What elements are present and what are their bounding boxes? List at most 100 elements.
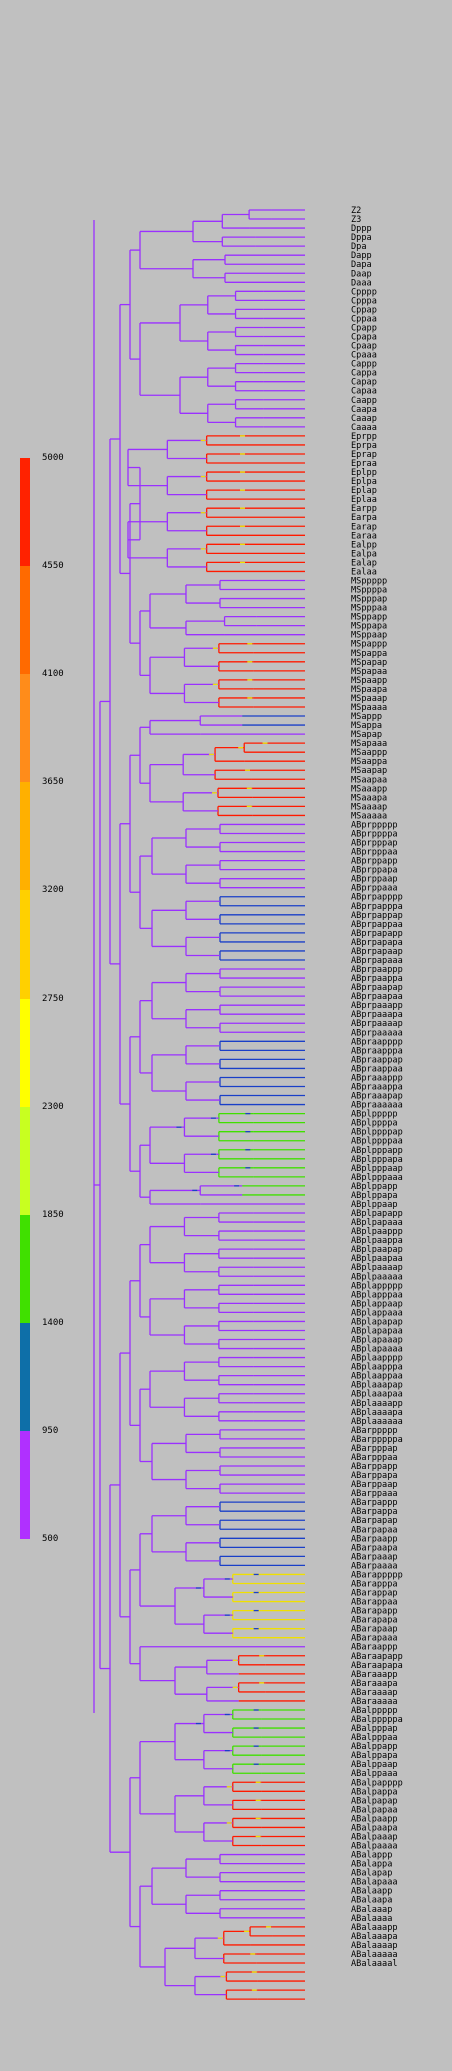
leaf-label: Dppa bbox=[351, 233, 372, 243]
color-scale-segment bbox=[20, 1106, 30, 1216]
leaf-label: ABprpaaapp bbox=[351, 1001, 403, 1011]
leaf-label: Daap bbox=[351, 269, 372, 279]
leaf-label: ABalaaaa bbox=[351, 1914, 392, 1924]
leaf-label: ABpraaappp bbox=[351, 1073, 403, 1083]
leaf-label: Earaa bbox=[351, 531, 377, 541]
leaf-label: Ealpa bbox=[351, 549, 377, 559]
leaf-label: Earpa bbox=[351, 513, 377, 523]
leaf-label: ABalappp bbox=[351, 1851, 392, 1861]
leaf-label: ABarappap bbox=[351, 1589, 398, 1599]
leaf-label: MSapaaa bbox=[351, 739, 387, 749]
leaf-label: ABplaaapap bbox=[351, 1381, 403, 1391]
leaf-label: ABalaapa bbox=[351, 1896, 392, 1906]
leaf-label: MSpappp bbox=[351, 640, 387, 650]
color-scale-segment bbox=[20, 674, 30, 783]
leaf-label: MSaaaaa bbox=[351, 811, 387, 821]
leaf-label: ABprppaaa bbox=[351, 884, 398, 894]
color-scale-tick-label: 3200 bbox=[42, 885, 64, 896]
leaf-label: ABarappppp bbox=[351, 1570, 403, 1580]
leaf-label: ABplapapap bbox=[351, 1317, 403, 1327]
leaf-label: Eplap bbox=[351, 486, 377, 496]
leaf-label: MSaaaap bbox=[351, 802, 387, 812]
leaf-label: ABpraaappa bbox=[351, 1083, 403, 1093]
leaf-label: ABplaapppp bbox=[351, 1354, 403, 1364]
leaf-label: ABprpapapp bbox=[351, 929, 403, 939]
leaf-label: Ealpp bbox=[351, 540, 377, 550]
leaf-label: ABalppppp bbox=[351, 1706, 398, 1716]
leaf-label: ABarapaaa bbox=[351, 1634, 398, 1644]
leaf-label: ABplpppapa bbox=[351, 1155, 403, 1165]
leaf-label: Dppp bbox=[351, 224, 372, 234]
color-scale-tick-label: 1850 bbox=[42, 1209, 64, 1220]
leaf-label: Caaaa bbox=[351, 423, 377, 433]
leaf-label: ABalaaapa bbox=[351, 1932, 398, 1942]
leaf-label: ABalappa bbox=[351, 1860, 392, 1870]
leaf-label: MSpaapa bbox=[351, 685, 387, 695]
leaf-label: ABarppaap bbox=[351, 1480, 398, 1490]
leaf-label: Earap bbox=[351, 522, 377, 532]
leaf-label: Cpppp bbox=[351, 287, 377, 297]
leaf-label: ABarpaaaa bbox=[351, 1561, 398, 1571]
leaf-label: ABplpaapaa bbox=[351, 1254, 403, 1264]
leaf-label: ABprpapppa bbox=[351, 902, 403, 912]
leaf-label: ABalpapap bbox=[351, 1796, 398, 1806]
leaf-label: Dapp bbox=[351, 251, 372, 261]
leaf-label: ABaraaaap bbox=[351, 1688, 398, 1698]
leaf-label: Cppaa bbox=[351, 314, 377, 324]
leaf-label: Dpa bbox=[351, 242, 367, 252]
leaf-label: ABarppppp bbox=[351, 1426, 398, 1436]
leaf-label: ABprpppap bbox=[351, 839, 398, 849]
leaf-label: ABarppapa bbox=[351, 1471, 398, 1481]
leaf-label: ABplapppaa bbox=[351, 1290, 403, 1300]
leaf-label: ABplpaappp bbox=[351, 1227, 403, 1237]
leaf-label: ABplppapa bbox=[351, 1191, 398, 1201]
leaf-label: ABalpppap bbox=[351, 1724, 398, 1734]
leaf-label: Epraa bbox=[351, 459, 377, 469]
leaf-label: ABalppapa bbox=[351, 1751, 398, 1761]
leaf-label: ABarappaa bbox=[351, 1598, 398, 1608]
color-scale-segment bbox=[20, 458, 30, 567]
leaf-label: MSpapaa bbox=[351, 667, 387, 677]
color-scale-tick-label: 2750 bbox=[42, 993, 64, 1004]
leaf-label: Cppap bbox=[351, 305, 377, 315]
leaf-label: ABalpapppp bbox=[351, 1778, 403, 1788]
leaf-label: ABpraaaaaa bbox=[351, 1101, 403, 1111]
leaf-label: ABalpaaaa bbox=[351, 1842, 398, 1852]
color-scale-tick-label: 950 bbox=[42, 1425, 59, 1436]
leaf-label: ABprpaappa bbox=[351, 974, 403, 984]
leaf-label: Caaap bbox=[351, 414, 377, 424]
leaf-label: ABalpaaap bbox=[351, 1832, 398, 1842]
leaf-label: ABalapaaa bbox=[351, 1878, 398, 1888]
leaf-label: ABalaapp bbox=[351, 1887, 392, 1897]
leaf-label: MSaaapa bbox=[351, 793, 387, 803]
leaf-label: ABplpppaaa bbox=[351, 1173, 403, 1183]
leaf-label: ABplpppaap bbox=[351, 1164, 403, 1174]
leaf-label: ABplapaaaa bbox=[351, 1345, 403, 1355]
leaf-label: MSpapap bbox=[351, 658, 387, 668]
leaf-label: ABalppaaa bbox=[351, 1769, 398, 1779]
leaf-label: MSpappa bbox=[351, 649, 387, 659]
leaf-label: Cappa bbox=[351, 369, 377, 379]
leaf-label: Earpp bbox=[351, 504, 377, 514]
leaf-label: Z2 bbox=[351, 206, 361, 216]
leaf-label: ABalaaapp bbox=[351, 1923, 398, 1933]
leaf-label: ABprppapp bbox=[351, 857, 398, 867]
leaf-label: ABpraaapap bbox=[351, 1092, 403, 1102]
leaf-label: Dapa bbox=[351, 260, 372, 270]
leaf-label: ABpraappap bbox=[351, 1055, 403, 1065]
leaf-label: ABarpappa bbox=[351, 1507, 398, 1517]
leaf-label: ABaraaapp bbox=[351, 1670, 398, 1680]
leaf-label: ABpraapppa bbox=[351, 1046, 403, 1056]
color-scale-segment bbox=[20, 782, 30, 891]
leaf-label: ABplpaaaaa bbox=[351, 1272, 403, 1282]
leaf-label: ABplapaaap bbox=[351, 1336, 403, 1346]
leaf-label: ABplappaap bbox=[351, 1299, 403, 1309]
leaf-label: ABalpppppa bbox=[351, 1715, 403, 1725]
leaf-label: ABplpppapp bbox=[351, 1146, 403, 1156]
leaf-label: ABalpaapp bbox=[351, 1814, 398, 1824]
leaf-label: ABalaaaap bbox=[351, 1941, 398, 1951]
leaf-label: ABprppppa bbox=[351, 829, 398, 839]
leaf-label: ABarpaapp bbox=[351, 1534, 398, 1544]
leaf-label: MSaapap bbox=[351, 766, 387, 776]
leaf-label: ABprpapaap bbox=[351, 947, 403, 957]
